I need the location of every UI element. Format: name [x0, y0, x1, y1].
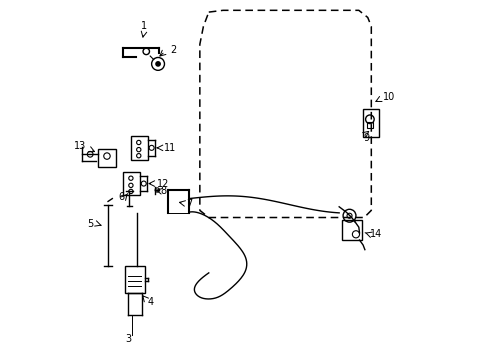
Bar [131, 136, 148, 159]
Text: 14: 14 [369, 229, 382, 239]
Bar [124, 266, 144, 293]
Text: 12: 12 [157, 179, 169, 189]
Text: 8: 8 [160, 186, 166, 196]
Text: 10: 10 [382, 92, 394, 102]
Text: 2: 2 [170, 45, 176, 55]
Text: 1: 1 [141, 21, 146, 31]
Text: 7: 7 [186, 199, 192, 209]
Text: 5: 5 [87, 219, 94, 229]
Bar [363, 109, 378, 137]
Circle shape [156, 62, 160, 66]
Text: 3: 3 [125, 334, 131, 344]
Bar [98, 149, 116, 167]
Text: 6: 6 [119, 192, 124, 202]
Text: 11: 11 [164, 143, 176, 153]
Text: 4: 4 [147, 297, 153, 307]
Bar [123, 172, 140, 195]
Text: 13: 13 [74, 141, 86, 152]
Bar [341, 220, 362, 240]
Text: 9: 9 [362, 133, 368, 143]
Bar [366, 122, 372, 128]
